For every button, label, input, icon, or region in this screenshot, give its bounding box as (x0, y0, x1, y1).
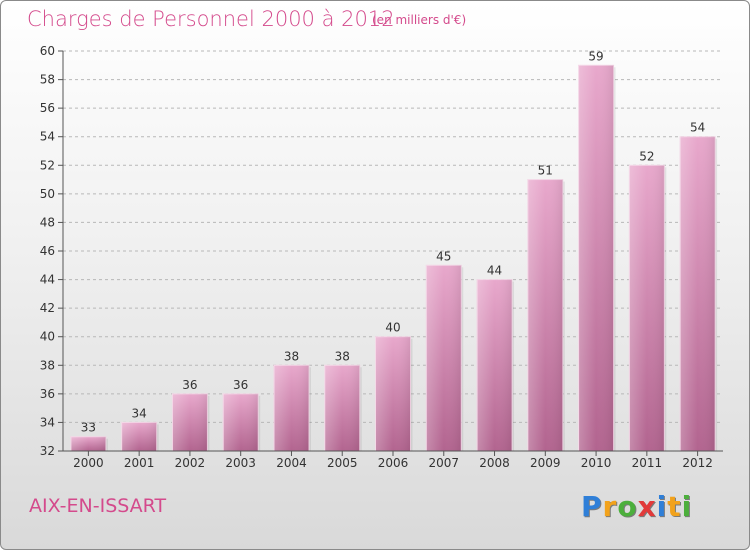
data-label: 51 (538, 164, 553, 178)
data-label: 38 (284, 349, 299, 363)
bar-shine (172, 393, 208, 451)
data-label: 36 (182, 378, 197, 392)
bar-shine (223, 393, 259, 451)
x-tick-label: 2010 (581, 456, 612, 470)
bars-layer (70, 64, 718, 452)
chart-title: Charges de Personnel 2000 à 2012 (27, 7, 395, 31)
bar-shine (527, 179, 563, 452)
y-tick-label: 40 (40, 330, 55, 344)
y-tick-label: 46 (40, 244, 55, 258)
x-tick-label: 2007 (428, 456, 459, 470)
y-tick-label: 42 (40, 301, 55, 315)
logo-letter: i (656, 490, 668, 523)
x-tick-label: 2000 (73, 456, 104, 470)
x-tick-label: 2002 (175, 456, 206, 470)
bar-chart: 32 34 36 38 40 42 44 46 48 50 52 54 56 58 60 33 2000 34 20… (40, 44, 723, 470)
data-label: 33 (81, 421, 96, 435)
bar-shine (375, 336, 411, 451)
x-tick-label: 2012 (682, 456, 713, 470)
y-tick-label: 54 (40, 130, 55, 144)
y-tick-label: 34 (40, 415, 55, 429)
logo-letter: r (602, 490, 618, 523)
y-tick-label: 44 (40, 273, 55, 287)
proxiti-logo[interactable]: Proxiti (581, 490, 692, 523)
x-tick-label: 2009 (530, 456, 561, 470)
data-label: 52 (639, 149, 654, 163)
data-label: 45 (436, 249, 451, 263)
y-tick-label: 32 (40, 444, 55, 458)
data-label: 36 (233, 378, 248, 392)
y-tick-label: 36 (40, 387, 55, 401)
x-tick-label: 2005 (327, 456, 358, 470)
x-tick-label: 2011 (632, 456, 663, 470)
bar-shine (324, 365, 360, 451)
x-tick-label: 2003 (225, 456, 256, 470)
logo-letter: i (681, 490, 693, 523)
y-tick-label: 48 (40, 215, 55, 229)
y-tick-label: 56 (40, 101, 55, 115)
y-tick-label: 50 (40, 187, 55, 201)
bar-shine (121, 422, 157, 451)
data-label: 40 (385, 321, 400, 335)
commune-name: AIX-EN-ISSART (29, 495, 167, 517)
logo-letter: o (617, 490, 638, 523)
bar-shine (680, 136, 716, 451)
x-tick-label: 2006 (378, 456, 409, 470)
y-tick-label: 38 (40, 358, 55, 372)
bar-shine (426, 265, 462, 451)
y-tick-label: 60 (40, 44, 55, 58)
x-tick-label: 2001 (124, 456, 155, 470)
x-tick-label: 2008 (479, 456, 510, 470)
bar-shine (629, 165, 665, 452)
labels-layer: 32 34 36 38 40 42 44 46 48 50 52 54 56 58 60 33 2000 34 20… (40, 44, 713, 470)
data-label: 38 (335, 349, 350, 363)
data-label: 59 (588, 49, 603, 63)
x-tick-label: 2004 (276, 456, 307, 470)
data-label: 44 (487, 264, 502, 278)
chart-subtitle: (en milliers d'€) (372, 13, 467, 27)
logo-letter: P (581, 490, 603, 523)
bar-shine (70, 436, 106, 451)
axes-layer (58, 50, 723, 456)
bar-shine (477, 279, 513, 451)
logo-letter: t (667, 490, 682, 523)
logo-letter: x (637, 490, 657, 523)
y-tick-label: 52 (40, 158, 55, 172)
bar-shine (273, 365, 309, 451)
bar-shine (578, 65, 614, 452)
data-label: 54 (690, 121, 705, 135)
y-tick-label: 58 (40, 73, 55, 87)
data-label: 34 (132, 406, 147, 420)
